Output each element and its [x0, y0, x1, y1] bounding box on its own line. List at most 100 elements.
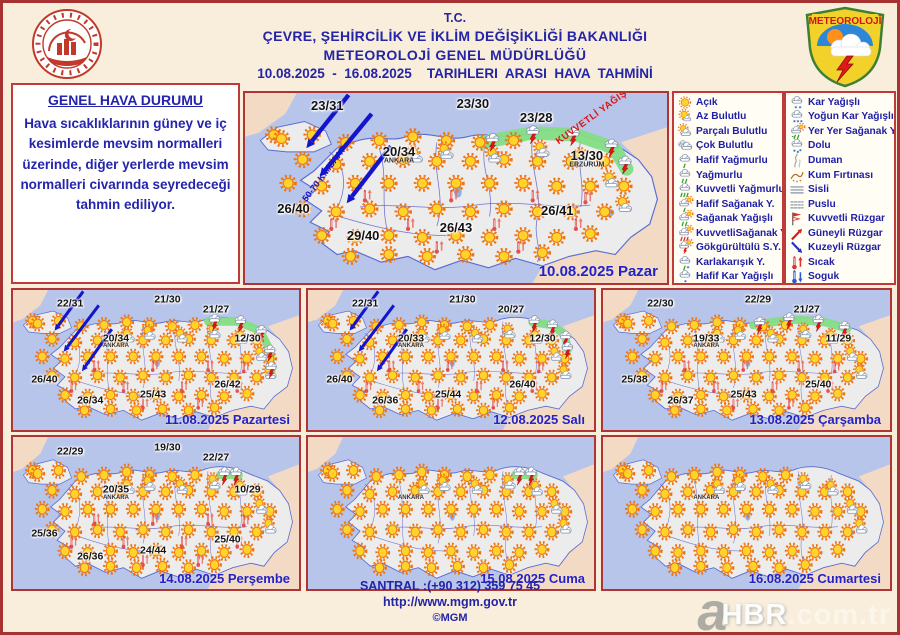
svg-text:*: *	[794, 105, 797, 110]
map-day-label: 16.08.2025 Cumartesi	[748, 571, 881, 586]
legend-item: Çok Bulutlu	[676, 139, 782, 154]
svg-text:*: *	[793, 120, 796, 125]
footer-copyright: ©MGM	[432, 611, 468, 624]
shower-icon	[678, 210, 694, 227]
svg-text:*: *	[687, 265, 690, 270]
city-label: ANKARA	[693, 494, 720, 501]
temperature-label: 26/36	[372, 394, 399, 407]
temperature-label: 22/31	[352, 297, 379, 310]
meteorology-shield-icon: METEOROLOJİ	[805, 6, 885, 88]
legend-item: Kuzeyli Rüzgar	[788, 240, 894, 255]
legend-item: * * Kar Yağışlı	[788, 95, 894, 111]
north-wind-arrow-icon	[791, 241, 803, 254]
legend-item: Kuvvetli Yağmurlu	[676, 182, 782, 198]
legend-item: Sağanak Yağışlı	[676, 210, 782, 227]
temperature-label: 12/30	[234, 332, 261, 345]
turkey-map	[308, 437, 594, 589]
weather-legend: Açık Az Bulutlu Parçalı Bulutlu Çok Bulutlu…	[672, 91, 896, 285]
turkey-map	[603, 290, 890, 430]
temperature-label: 25/43	[730, 388, 757, 401]
legend-item-label: Hafif Sağanak Y.	[696, 198, 775, 210]
legend-item: Gökgürültülü S.Y.	[676, 239, 782, 255]
forecast-date-range: 10.08.2025 - 16.08.2025 TARIHLERI ARASI …	[257, 66, 653, 81]
header-title-block: T.C. ÇEVRE, ŞEHİRCİLİK VE İKLİM DEĞİŞİKL…	[123, 11, 787, 63]
ministry-emblem-icon	[32, 9, 102, 79]
sun-clouds-icon	[677, 123, 692, 136]
temperature-label: 26/42	[214, 378, 241, 391]
thunderstorm-icon	[678, 239, 694, 255]
temperature-label: 29/40	[346, 227, 380, 243]
city-label: ANKARA	[397, 343, 424, 349]
svg-text:*: *	[800, 120, 803, 125]
forecast-map-saturday: ANKARA 16.08.2025 Cumartesi	[601, 435, 892, 591]
rain-icon	[679, 168, 691, 183]
temperature-label: 26/40	[31, 373, 58, 386]
ministry-logo	[19, 7, 115, 86]
south-wind-arrow-icon	[791, 228, 803, 240]
map-day-label: 10.08.2025 Pazar	[538, 263, 658, 280]
legend-item: * Karlakarışık Y.	[676, 255, 782, 271]
forecast-map-tuesday: 22/31 21/30 20/27 20/33 12/30 26/40 26/36 25/44…	[306, 288, 596, 432]
hail-icon	[791, 139, 803, 154]
heavy-rain-icon	[679, 183, 691, 198]
legend-item: Sıcak	[788, 255, 894, 270]
legend-item: Sisli	[788, 182, 894, 197]
temperature-label: 20/27	[497, 303, 525, 316]
meteorology-logo-text: METEOROLOJİ	[809, 14, 882, 27]
temperature-label: 25/36	[31, 527, 58, 540]
temperature-label: 26/34	[77, 394, 104, 407]
temperature-label: 22/30	[647, 297, 674, 310]
turkey-map	[603, 437, 890, 589]
legend-item: * Hafif Kar Yağışlı	[676, 270, 782, 283]
svg-text:*: *	[797, 120, 800, 125]
legend-item-label: Açık	[696, 96, 718, 108]
legend-item-label: KuvvetliSağanak Y	[696, 227, 784, 239]
legend-item-label: Gökgürültülü S.Y.	[696, 242, 781, 254]
map-day-label: 15.08.2025 Cuma	[480, 571, 585, 586]
legend-item-label: Kuvvetli Rüzgar	[808, 213, 885, 225]
city-label: ERZURUM	[569, 161, 605, 169]
haze-icon	[790, 200, 804, 209]
temperature-label: 20/33	[397, 332, 425, 345]
legend-item: KuvvetliSağanak Y	[676, 224, 784, 241]
footer-phone: SANTRAL :(+90 312) 359 75 45	[359, 579, 541, 594]
legend-item-label: Hafif Yağmurlu	[696, 154, 768, 166]
footer: SANTRAL :(+90 312) 359 75 45 http://www.…	[3, 578, 897, 625]
temperature-label: 22/29	[57, 445, 84, 458]
legend-column-2: * * Kar Yağışlı * * * Yoğun Kar Yağışlı Yer Yer…	[784, 91, 896, 285]
temperature-label: 26/40	[509, 378, 536, 391]
legend-item: Soguk	[788, 270, 894, 283]
legend-item: Az Bulutlu	[676, 109, 782, 125]
temperature-label: 23/28	[519, 109, 553, 125]
temperature-label: 25/40	[214, 533, 241, 546]
legend-item-label: Yoğun Kar Yağışlı	[808, 111, 894, 123]
city-label: ANKARA	[397, 494, 424, 501]
temperature-label: 25/38	[621, 373, 648, 386]
temperature-label: 19/33	[693, 332, 720, 345]
temperature-label: 22/29	[744, 293, 772, 306]
legend-item-label: Hafif Kar Yağışlı	[696, 271, 774, 283]
legend-item-label: Puslu	[808, 198, 836, 210]
general-situation-title: GENEL HAVA DURUMU	[47, 92, 204, 108]
legend-item: Hafif Yağmurlu	[676, 153, 782, 169]
sun-icon	[678, 96, 692, 109]
legend-item: Dolu	[788, 139, 894, 154]
title-tc: T.C.	[443, 11, 467, 25]
legend-item: Hafif Sağanak Y.	[676, 195, 782, 212]
sandstorm-icon	[790, 171, 804, 182]
light-snow-icon: *	[679, 270, 691, 283]
legend-item: Parçalı Bulutlu	[676, 123, 782, 139]
legend-item-label: Az Bulutlu	[696, 111, 747, 123]
patchy-shower-icon	[790, 122, 806, 140]
city-label: ANKARA	[102, 494, 129, 501]
fog-icon	[790, 186, 804, 194]
general-situation-box: GENEL HAVA DURUMU Hava sıcaklıklarının g…	[11, 83, 240, 284]
map-day-label: 11.08.2025 Pazartesi	[164, 412, 290, 427]
meteorology-logo: METEOROLOJİ	[801, 6, 889, 93]
legend-item-label: Sıcak	[808, 256, 835, 268]
svg-text:*: *	[799, 105, 802, 110]
footer-url[interactable]: http://www.mgm.gov.tr	[382, 595, 517, 610]
temperature-label: 21/30	[154, 293, 181, 306]
cold-thermometer-icon	[792, 270, 803, 283]
